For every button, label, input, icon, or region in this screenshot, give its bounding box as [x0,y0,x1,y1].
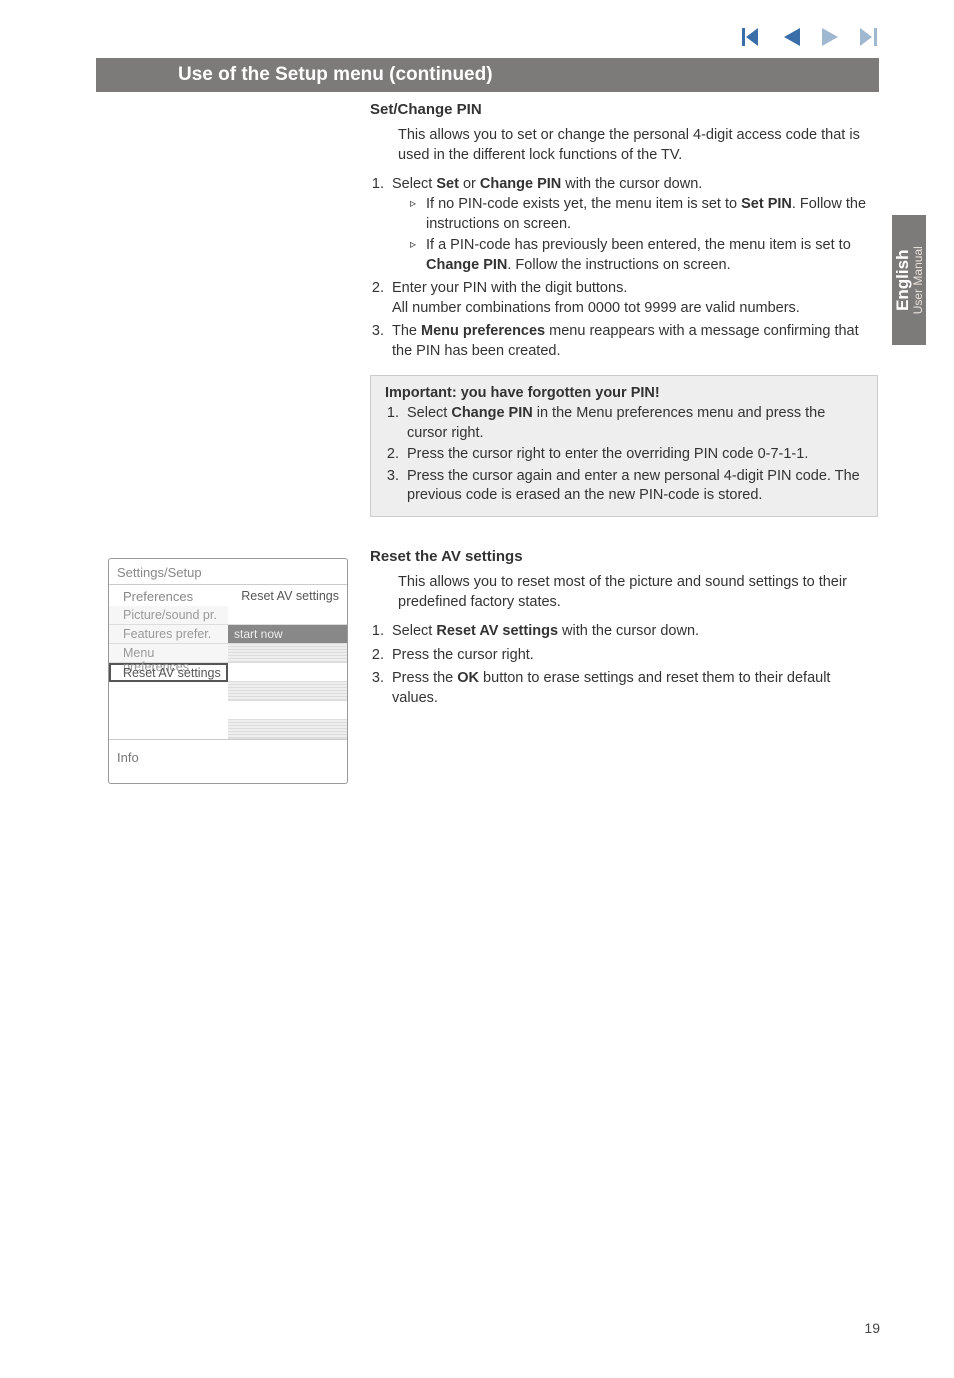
t: Select [392,176,436,192]
t: Press the [392,670,457,686]
t: Set PIN [741,196,792,212]
lang-label: English [894,246,912,314]
t: The [392,323,421,339]
menu-title: Settings/Setup [109,559,347,585]
page-number: 19 [864,1320,880,1336]
page-title: Use of the Setup menu (continued) [178,64,493,86]
sub2: If a PIN-code has previously been entere… [410,236,878,275]
section2-heading: Reset the AV settings [370,547,878,567]
step1: Select Set or Change PIN with the cursor… [388,175,878,275]
section1-intro: This allows you to set or change the per… [370,126,878,165]
menu-item: Menu preferences [109,644,228,663]
menu-hatch [228,644,347,663]
step3: The Menu preferences menu reappears with… [388,322,878,361]
skip-fwd-icon[interactable] [858,28,880,46]
section2-intro: This allows you to reset most of the pic… [370,573,878,612]
t: All number combinations from 0000 tot 99… [392,300,800,316]
t: Change PIN [480,176,561,192]
menu-empty [109,682,228,701]
menu-hatch [228,682,347,701]
step2: Enter your PIN with the digit buttons. A… [388,279,878,318]
sub1: If no PIN-code exists yet, the menu item… [410,195,878,234]
section1-heading: Set/Change PIN [370,100,878,120]
menu-left-col: Picture/sound pr. Features prefer. Menu … [109,606,228,739]
t: Reset AV settings [436,623,558,639]
section1-steps: Select Set or Change PIN with the cursor… [370,175,878,361]
lang-sub: User Manual [912,246,925,314]
t: . Follow the instructions on screen. [507,257,730,273]
menu-item: Features prefer. [109,625,228,644]
s2-step1: Select Reset AV settings with the cursor… [388,622,878,642]
t: with the cursor down. [561,176,702,192]
t: with the cursor down. [558,623,699,639]
menu-right-col: start now [228,606,347,739]
t: Select [392,623,436,639]
note-heading: Important: you have forgotten your PIN! [385,385,660,401]
note-s2: Press the cursor right to enter the over… [403,445,863,465]
menu-r0 [228,606,347,625]
next-icon[interactable] [820,28,840,46]
menu-info: Info [109,739,347,783]
menu-item: Picture/sound pr. [109,606,228,625]
t: Enter your PIN with the digit buttons. [392,280,627,296]
section2-steps: Select Reset AV settings with the cursor… [370,622,878,708]
t: If no PIN-code exists yet, the menu item… [426,196,741,212]
menu-r5 [228,701,347,720]
note-s3: Press the cursor again and enter a new p… [403,467,863,506]
prev-icon[interactable] [782,28,802,46]
t: If a PIN-code has previously been entere… [426,237,851,253]
main-content: Set/Change PIN This allows you to set or… [370,100,878,712]
t: OK [457,670,479,686]
language-tab: English User Manual [892,215,926,345]
menu-start: start now [228,625,347,644]
menu-r3 [228,663,347,682]
t: Menu preferences [421,323,545,339]
t: Set [436,176,459,192]
t: or [459,176,480,192]
menu-hatch [228,720,347,739]
note-s1: Select Change PIN in the Menu preference… [403,404,863,443]
nav-controls [742,28,880,46]
skip-back-icon[interactable] [742,28,764,46]
menu-item-selected: Reset AV settings [109,663,228,682]
menu-sub-left: Preferences [123,589,193,604]
settings-menu: Settings/Setup Preferences Reset AV sett… [108,558,348,784]
t: Select [407,405,451,421]
page-title-bar: Use of the Setup menu (continued) [96,58,879,92]
menu-sub-right: Reset AV settings [241,589,339,604]
s2-step3: Press the OK button to erase settings an… [388,669,878,708]
important-note: Important: you have forgotten your PIN! … [370,375,878,516]
s2-step2: Press the cursor right. [388,646,878,666]
t: Change PIN [451,405,532,421]
t: Change PIN [426,257,507,273]
